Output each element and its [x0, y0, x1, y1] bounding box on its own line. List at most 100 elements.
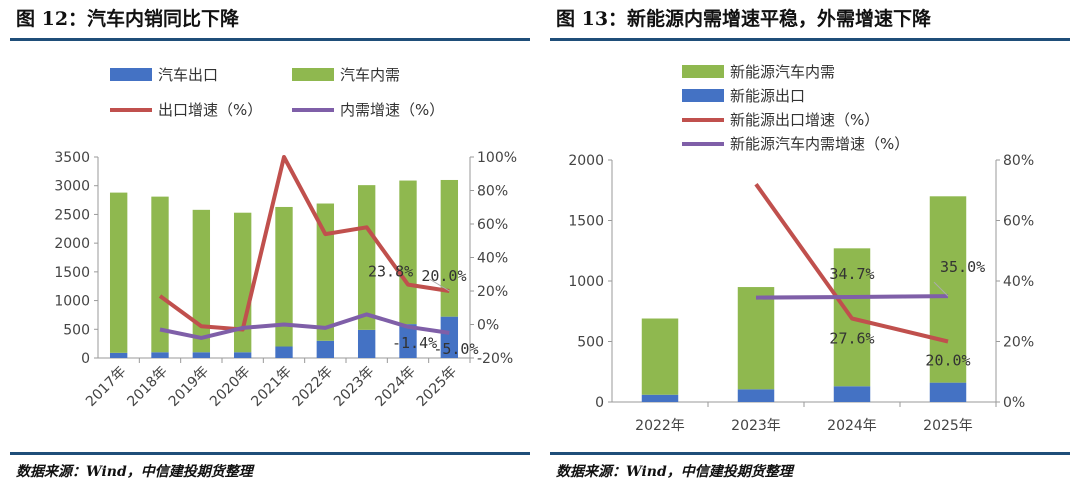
- bar-export-2: [192, 352, 211, 358]
- data-label-leader: [933, 281, 949, 297]
- legend-label-left-0: 汽车出口: [158, 66, 218, 84]
- y2-tick-label: 80%: [477, 184, 508, 200]
- y2-tick-label: 100%: [477, 150, 517, 166]
- data-label-right-1: 35.0%: [940, 258, 985, 276]
- y2-tick-label: 20%: [1003, 335, 1034, 351]
- data-label-right-2: 27.6%: [829, 330, 874, 348]
- legend-label-right-3: 新能源汽车内需增速（%）: [730, 135, 909, 153]
- x-tick-label: 2018年: [124, 364, 170, 410]
- bar-export-3: [929, 382, 967, 402]
- y2-tick-label: 40%: [1003, 274, 1034, 290]
- y2-tick-label: 40%: [477, 251, 508, 267]
- bottom-rule: [550, 452, 1070, 455]
- bar-domestic-3: [929, 196, 967, 383]
- bar-export-0: [641, 394, 679, 402]
- bar-export-3: [233, 352, 252, 358]
- y-tick-label: 2000: [568, 153, 604, 169]
- bar-domestic-4: [275, 206, 293, 347]
- x-tick-label: 2025年: [923, 418, 973, 434]
- legend-swatch-right-1: [682, 89, 724, 102]
- y2-tick-label: 20%: [477, 284, 508, 300]
- y2-tick-label: 60%: [477, 217, 508, 233]
- y2-tick-label: -20%: [477, 351, 513, 367]
- legend-label-right-0: 新能源汽车内需: [730, 63, 835, 81]
- x-tick-label: 2024年: [372, 364, 418, 410]
- data-label-left-2: -1.4%: [392, 334, 437, 352]
- y-tick-label: 2500: [54, 207, 90, 223]
- y-tick-label: 2000: [54, 236, 90, 252]
- bar-domestic-0: [641, 318, 679, 395]
- legend-swatch-left-0: [110, 68, 152, 81]
- data-label-left-0: 23.8%: [368, 263, 413, 281]
- legend-swatch-left-1: [292, 68, 334, 81]
- bar-export-2: [833, 386, 871, 402]
- bar-export-1: [737, 389, 775, 402]
- bar-export-1: [151, 352, 169, 358]
- bar-domestic-0: [109, 192, 128, 353]
- bar-export-5: [316, 340, 335, 358]
- x-tick-label: 2025年: [414, 364, 460, 410]
- y-tick-label: 500: [577, 335, 604, 351]
- legend-label-left-3: 内需增速（%）: [340, 101, 444, 119]
- bar-export-4: [275, 346, 293, 358]
- bar-domestic-2: [192, 209, 211, 353]
- x-tick-label: 2024年: [827, 418, 877, 434]
- data-label-left-1: 20.0%: [421, 267, 466, 285]
- bar-domestic-1: [737, 287, 775, 390]
- figure-13-panel: 图 13：新能源内需增速平稳，外需增速下降 新能源汽车内需 新能源出口新能源出口增…: [550, 0, 1070, 485]
- bottom-rule: [10, 452, 530, 455]
- figure-13-title: 图 13：新能源内需增速平稳，外需增速下降: [556, 8, 932, 30]
- x-tick-label: 2020年: [207, 364, 253, 410]
- x-tick-label: 2023年: [331, 364, 377, 410]
- x-tick-label: 2023年: [731, 418, 781, 434]
- bar-domestic-7: [399, 180, 417, 325]
- bar-domestic-6: [357, 185, 376, 330]
- bar-domestic-1: [151, 196, 169, 353]
- x-tick-label: 2022年: [635, 418, 685, 434]
- data-label-right-0: 34.7%: [829, 265, 874, 283]
- y-tick-label: 500: [63, 322, 90, 338]
- figure-12-panel: 图 12：汽车内销同比下降 汽车出口 汽车内需出口增速（%） 内需增速（%） 0 500…: [10, 0, 530, 485]
- bar-export-0: [109, 352, 128, 358]
- y2-tick-label: 80%: [1003, 153, 1034, 169]
- x-tick-label: 2022年: [290, 364, 336, 410]
- y2-tick-label: 0%: [1003, 395, 1025, 411]
- y-tick-label: 3500: [54, 150, 90, 166]
- series-line-export-growth: [754, 183, 949, 344]
- figure-12-title: 图 12：汽车内销同比下降: [16, 8, 240, 30]
- legend-label-right-1: 新能源出口: [730, 87, 805, 105]
- data-label-left-3: -5.0%: [433, 340, 478, 358]
- data-label-leader: [429, 278, 450, 292]
- y-tick-label: 3000: [54, 179, 90, 195]
- figure-12-source: 数据来源：Wind，中信建投期货整理: [16, 464, 253, 480]
- bar-domestic-8: [440, 179, 459, 317]
- series-line-export-growth: [158, 155, 450, 332]
- y2-tick-label: 60%: [1003, 214, 1034, 230]
- series-line-domestic-growth: [755, 294, 949, 300]
- bar-domestic-5: [316, 203, 335, 341]
- bar-export-7: [399, 324, 417, 358]
- y-tick-label: 1500: [54, 265, 90, 281]
- title-rule: [550, 38, 1070, 41]
- legend-label-left-2: 出口增速（%）: [158, 101, 262, 119]
- title-rule: [10, 38, 530, 41]
- legend-label-right-2: 新能源出口增速（%）: [730, 111, 879, 129]
- y2-tick-label: 0%: [477, 318, 499, 334]
- y-tick-label: 1500: [568, 214, 604, 230]
- legend-label-left-1: 汽车内需: [340, 66, 400, 84]
- bar-export-8: [440, 316, 459, 358]
- figure-13-source: 数据来源：Wind，中信建投期货整理: [556, 464, 793, 480]
- data-label-right-3: 20.0%: [925, 352, 970, 370]
- x-tick-label: 2021年: [248, 364, 294, 410]
- y-tick-label: 0: [81, 351, 90, 367]
- y-tick-label: 1000: [54, 294, 90, 310]
- y-tick-label: 1000: [568, 274, 604, 290]
- y-tick-label: 0: [595, 395, 604, 411]
- x-tick-label: 2017年: [83, 364, 129, 410]
- bar-export-6: [357, 329, 376, 358]
- series-line-domestic-growth: [159, 312, 450, 340]
- legend-swatch-right-0: [682, 65, 724, 78]
- x-tick-label: 2019年: [166, 364, 212, 410]
